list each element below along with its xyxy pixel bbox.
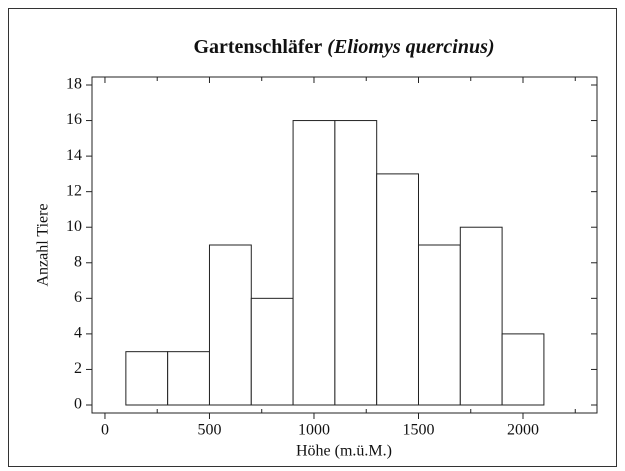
x-tick-label: 2000 [507, 422, 539, 439]
y-tick-label: 12 [66, 182, 82, 199]
title-italic: (Eliomys quercinus) [327, 36, 494, 58]
title-main: Gartenschläfer [193, 36, 322, 58]
x-tick-label: 500 [197, 422, 221, 439]
y-tick-label: 0 [74, 396, 82, 413]
y-tick-label: 10 [66, 218, 82, 235]
y-tick-label: 16 [66, 111, 82, 128]
chart-title: Gartenschläfer (Eliomys quercinus) [193, 36, 494, 58]
y-tick-label: 4 [74, 325, 82, 342]
bar [167, 351, 210, 406]
y-tick-label: 18 [66, 76, 82, 93]
x-axis-label: Höhe (m.ü.M.) [296, 443, 392, 460]
bar [376, 173, 419, 406]
bar [125, 351, 169, 406]
y-axis-label: Anzahl Tiere [35, 203, 52, 286]
y-tick-label: 14 [66, 147, 82, 164]
y-tick-label: 8 [74, 253, 82, 270]
y-tick-label: 6 [74, 289, 82, 306]
x-tick-label: 1000 [298, 422, 330, 439]
bar [417, 244, 461, 406]
x-tick-label: 1500 [402, 422, 434, 439]
bar [292, 120, 336, 406]
bar [334, 120, 378, 406]
y-tick-label: 2 [74, 360, 82, 377]
bar [250, 297, 294, 406]
bar [459, 226, 503, 406]
x-tick-label: 0 [101, 422, 109, 439]
plot-frame [91, 76, 598, 414]
bar [208, 244, 252, 406]
bar [501, 333, 545, 406]
